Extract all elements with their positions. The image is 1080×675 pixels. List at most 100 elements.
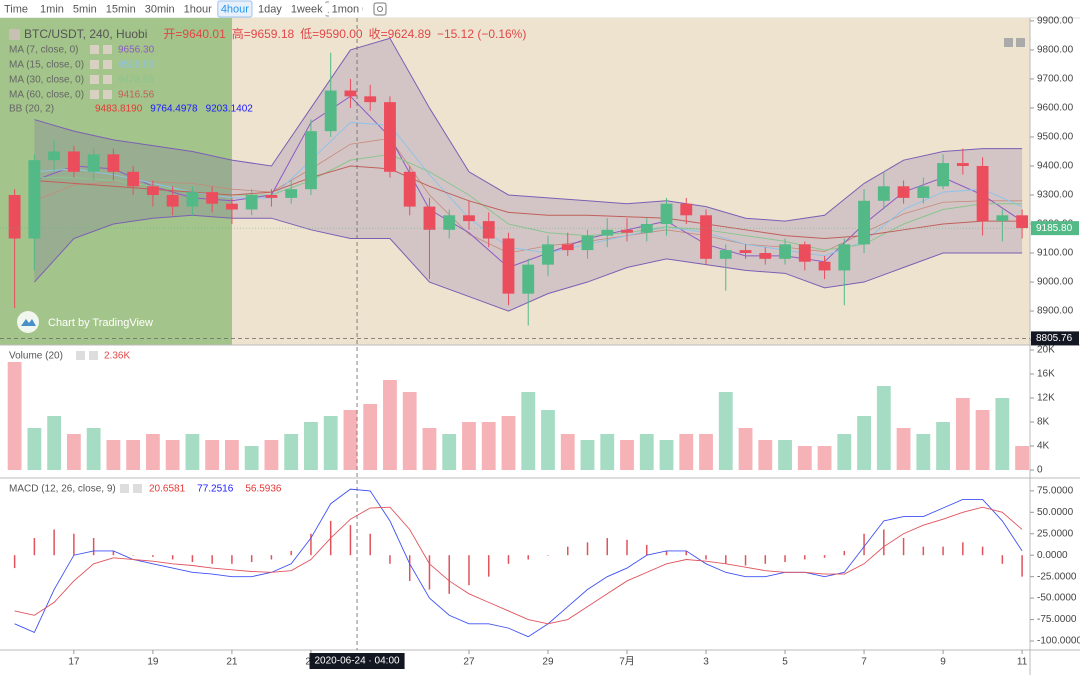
legend-text: 低=9590.00 — [300, 27, 363, 41]
candle-body — [502, 238, 515, 294]
macd-histogram — [211, 555, 213, 564]
interval-button-bg — [102, 1, 139, 17]
candle-body — [561, 244, 574, 251]
volume-bar — [402, 391, 417, 471]
scroll-button[interactable] — [1016, 38, 1025, 47]
volume-bar — [205, 440, 220, 471]
macd-histogram — [310, 533, 312, 556]
macd-histogram — [171, 555, 174, 560]
macd-histogram — [705, 555, 707, 560]
volume-bar — [896, 428, 911, 471]
y-tick-label: 16K — [1037, 369, 1055, 380]
volume-bar — [7, 361, 22, 471]
pane-button — [133, 484, 142, 493]
interval-button[interactable]: 1day — [258, 3, 282, 15]
candle-body — [818, 261, 831, 271]
candle-body — [660, 203, 673, 225]
pane-title: MACD (12, 26, close, 9) — [9, 484, 116, 495]
macd-histogram — [250, 555, 253, 563]
interval-button[interactable]: 1hour — [184, 3, 212, 15]
volume-bar — [521, 391, 536, 471]
y-tick-label: 9900.00 — [1037, 16, 1074, 27]
macd-line — [14, 488, 1023, 638]
candle-body — [719, 250, 732, 259]
volume-bar — [560, 434, 575, 471]
overlay-value: 9528.83 — [118, 60, 155, 71]
candle-body — [838, 244, 851, 271]
candle-body — [127, 171, 140, 187]
macd-histogram — [487, 555, 490, 577]
candle-body — [739, 250, 752, 254]
macd-histogram — [962, 542, 964, 556]
macd-histogram — [389, 555, 391, 564]
candle-body — [1016, 215, 1029, 229]
candle-body — [917, 186, 930, 198]
candle-body — [976, 165, 989, 222]
legend-text: 高=9659.18 — [232, 26, 295, 41]
legend-text: 收=9624.89 — [369, 27, 432, 41]
candle-body — [344, 90, 357, 97]
candle-body — [28, 160, 41, 239]
volume-bar — [857, 416, 871, 471]
overlay-value: 9656.30 — [118, 45, 155, 56]
volume-bar — [620, 440, 634, 471]
candle-body — [206, 192, 219, 204]
volume-bar — [165, 440, 180, 471]
crosshair-time-tag — [309, 653, 405, 669]
volume-bar — [383, 379, 397, 471]
y-tick-label: 0 — [1037, 465, 1043, 476]
macd-histogram — [152, 555, 154, 557]
candle-body — [48, 151, 61, 161]
legend-text: 开=9640.01 — [163, 27, 226, 41]
macd-histogram — [270, 555, 273, 560]
candle-body — [324, 90, 337, 132]
y-tick-label: 9300.00 — [1037, 190, 1074, 201]
x-tick-label: 27 — [463, 657, 475, 668]
interval-button[interactable]: 4hour — [221, 3, 249, 15]
scroll-button[interactable] — [1004, 38, 1013, 47]
volume-bar — [462, 422, 476, 471]
interval-button[interactable]: 15min — [106, 3, 136, 15]
overlay-button — [103, 45, 112, 54]
interval-button[interactable]: 1mon — [332, 3, 360, 15]
x-tick-label: 5 — [782, 657, 788, 668]
last-price-tag — [1031, 221, 1079, 236]
volume-bar — [797, 446, 812, 471]
candle-body — [482, 221, 495, 239]
interval-button[interactable]: 5min — [73, 3, 97, 15]
macd-histogram — [507, 555, 510, 564]
y-tick-label: 9400.00 — [1037, 161, 1074, 172]
interval-button[interactable]: 1week — [291, 3, 323, 15]
candle-body — [877, 186, 890, 201]
volume-bar — [185, 434, 200, 471]
volume-bar — [876, 385, 891, 471]
pane-value: 77.2516 — [197, 484, 234, 495]
macd-histogram — [566, 546, 569, 556]
volume-bar — [679, 434, 694, 471]
interval-button[interactable]: 1min — [40, 3, 64, 15]
macd-histogram — [73, 533, 75, 556]
crosshair-price-label: 8805.76 — [1036, 333, 1073, 344]
overlay-button — [90, 90, 99, 99]
macd-histogram — [843, 550, 846, 556]
y-tick-label: 8K — [1037, 417, 1050, 428]
volume-bar — [837, 434, 852, 471]
interval-button-bg — [328, 1, 363, 17]
macd-histogram — [13, 555, 16, 569]
volume-bar — [738, 428, 753, 471]
volume-bar — [541, 409, 555, 471]
interval-button[interactable]: 30min — [145, 3, 175, 15]
watermark-text: Chart by TradingView — [48, 317, 153, 329]
snapshot-icon[interactable] — [373, 2, 387, 16]
candle-body — [403, 171, 416, 207]
interval-button-bg — [287, 1, 326, 17]
candle-body — [700, 215, 712, 259]
overlay-value: 9416.56 — [118, 90, 155, 101]
interval-button-bg — [180, 1, 215, 17]
interval-button[interactable]: Time — [4, 3, 28, 15]
legend-text: −15.12 (−0.16%) — [437, 27, 526, 41]
candle-body — [265, 194, 278, 198]
y-tick-label: -25.0000 — [1037, 571, 1077, 582]
crosshair-price-tag — [1031, 331, 1079, 346]
